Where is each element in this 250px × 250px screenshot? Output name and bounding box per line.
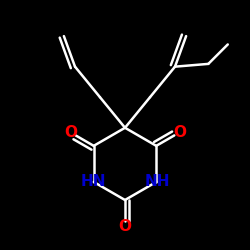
Text: HN: HN <box>80 174 106 190</box>
Text: O: O <box>173 125 186 140</box>
Text: O: O <box>64 125 77 140</box>
Text: NH: NH <box>144 174 170 190</box>
Text: O: O <box>118 220 132 234</box>
